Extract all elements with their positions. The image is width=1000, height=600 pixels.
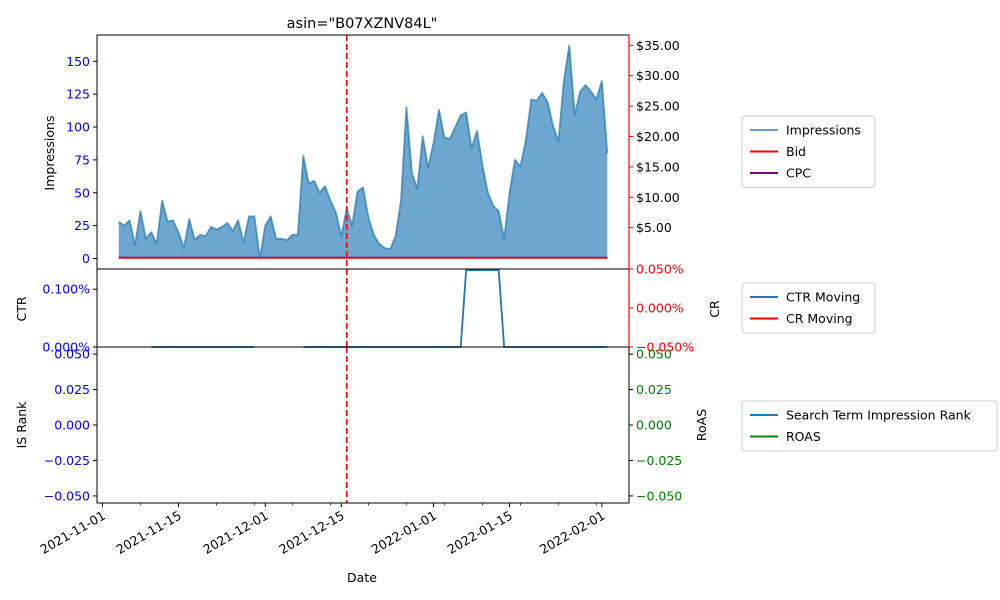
chart-title: asin="B07XZNV84L" [287, 16, 438, 32]
y-tick-label: −0.025 [636, 453, 682, 468]
legend-label: CTR Moving [786, 290, 860, 305]
y-tick-label: 0.000% [636, 301, 684, 316]
legend-top: Impressions Bid CPC [741, 115, 876, 188]
legend-label: Search Term Impression Rank [786, 408, 972, 423]
legend-middle: CTR Moving CR Moving [741, 282, 876, 334]
y-tick-label: −0.025 [44, 453, 90, 468]
impressions-axis-label: Impressions [42, 116, 57, 191]
y-tick-label: 50 [74, 185, 90, 200]
legend-label: CR Moving [786, 311, 853, 326]
roas-y-tick-labels: −0.050 −0.025 0.000 0.025 0.050 [629, 347, 682, 503]
y-tick-label: 75 [74, 152, 90, 167]
impressions-series [118, 44, 609, 260]
impressions-panel: 0 25 50 75 100 125 150 $5.00 $10.00 $15.00 $20.00… [42, 38, 680, 266]
y-tick-label: 0.025 [54, 382, 90, 397]
y-tick-label: 100 [66, 120, 90, 135]
y-tick-label: 0.050 [636, 347, 672, 362]
roas-axis-label: RoAS [694, 409, 709, 441]
y-tick-label: 0 [82, 251, 90, 266]
ctr-y-tick-labels: 0.000% 0.100% [42, 282, 97, 355]
legend-bottom: Search Term Impression Rank ROAS [741, 400, 998, 452]
cr-axis-label: CR [707, 300, 722, 318]
legend-frame [741, 115, 876, 188]
legend-frame [741, 282, 876, 334]
bid-y-tick-labels: $5.00 $10.00 $15.00 $20.00 $25.00 $30.00 $35.0… [629, 38, 680, 235]
legend-frame [741, 400, 998, 452]
y-tick-label: 0.050 [54, 347, 90, 362]
y-tick-label: 0.100% [42, 282, 90, 297]
y-tick-label: 125 [66, 87, 90, 102]
is-rank-axis-label: IS Rank [14, 401, 29, 449]
impressions-line [118, 44, 609, 260]
legend-label: ROAS [786, 429, 821, 444]
y-tick-label: 0.000 [636, 418, 672, 433]
is-rank-panel-frame [96, 346, 630, 504]
impressions-y-tick-labels: 0 25 50 75 100 125 150 [66, 54, 97, 266]
y-tick-label: $25.00 [636, 99, 680, 114]
legend-label: Bid [786, 144, 806, 159]
y-tick-label: −0.050% [636, 340, 694, 355]
y-tick-label: −0.050 [44, 488, 90, 503]
y-tick-label: 0.000% [42, 340, 90, 355]
y-tick-label: 0.025 [636, 382, 672, 397]
is-rank-y-tick-labels: −0.050 −0.025 0.000 0.025 0.050 [44, 347, 97, 503]
y-tick-label: 150 [66, 54, 90, 69]
impressions-area [118, 45, 608, 259]
cr-y-tick-labels: −0.050% 0.000% 0.050% [629, 262, 694, 355]
y-tick-label: $30.00 [636, 68, 680, 83]
y-tick-label: $15.00 [636, 159, 680, 174]
legend-label: CPC [786, 166, 811, 181]
ctr-axis-label: CTR [14, 296, 29, 321]
y-tick-label: −0.050 [636, 488, 682, 503]
y-tick-label: $35.00 [636, 38, 680, 53]
y-tick-label: $10.00 [636, 190, 680, 205]
y-tick-label: 25 [74, 218, 90, 233]
y-tick-label: $20.00 [636, 129, 680, 144]
y-tick-label: $5.00 [636, 220, 672, 235]
y-tick-label: 0.000 [54, 418, 90, 433]
y-tick-label: 0.050% [636, 262, 684, 277]
date-axis-label: Date [347, 570, 377, 585]
legend-label: Impressions [786, 123, 861, 138]
panel-frames [96, 34, 630, 504]
